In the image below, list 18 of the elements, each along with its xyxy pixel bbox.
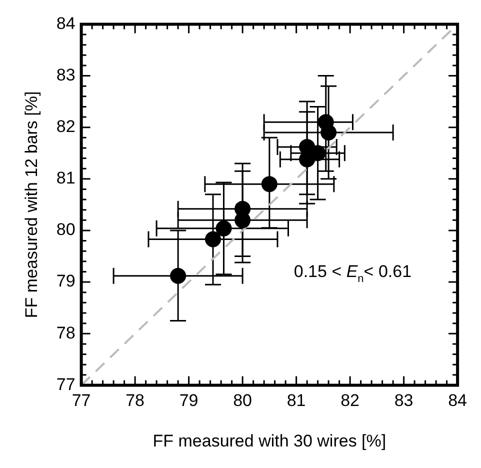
y-tick-label: 80 [56,220,76,240]
x-tick-label: 77 [72,391,91,410]
x-tick-label: 79 [179,391,198,410]
x-tick-label: 84 [448,391,468,410]
x-tick-label: 82 [340,391,360,410]
x-tick-label: 81 [286,391,306,410]
y-tick-label: 78 [56,323,76,342]
y-tick-label: 81 [56,168,76,188]
y-tick-label: 83 [56,65,76,84]
x-tick-label: 83 [394,391,414,410]
y-tick-label: 79 [56,272,76,291]
y-tick-label: 77 [56,374,76,394]
x-tick-label: 80 [233,391,252,410]
x-axis-title: FF measured with 30 wires [%] [152,431,386,450]
y-axis-title: FF measured with 12 bars [%] [22,91,41,318]
y-tick-label: 84 [56,14,76,33]
y-tick-label: 82 [56,117,76,136]
x-tick-label: 78 [126,391,145,410]
